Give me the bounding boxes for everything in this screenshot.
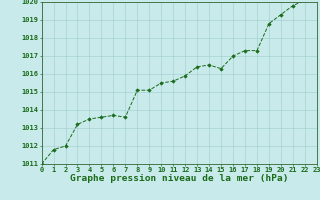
X-axis label: Graphe pression niveau de la mer (hPa): Graphe pression niveau de la mer (hPa) bbox=[70, 174, 288, 183]
